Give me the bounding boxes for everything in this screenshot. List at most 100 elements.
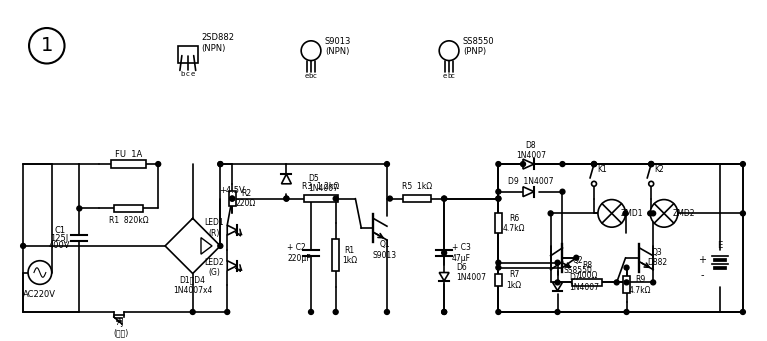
Text: + C3
47μF: + C3 47μF: [452, 243, 471, 263]
Circle shape: [29, 28, 64, 63]
Circle shape: [442, 250, 446, 255]
Circle shape: [624, 265, 629, 270]
Text: ZMD1: ZMD1: [621, 209, 643, 218]
Text: AJ
(试验): AJ (试验): [113, 318, 128, 338]
Text: + C2
220μF: + C2 220μF: [288, 243, 311, 263]
Text: LED1
(R): LED1 (R): [205, 219, 224, 238]
Circle shape: [598, 199, 626, 227]
Text: b: b: [309, 73, 313, 79]
Text: 2SD882
(NPN): 2SD882 (NPN): [202, 33, 235, 53]
Text: +4.5V: +4.5V: [219, 186, 245, 195]
Circle shape: [384, 162, 390, 166]
Text: R3  1.2kΩ: R3 1.2kΩ: [302, 182, 340, 191]
Bar: [114, 205, 143, 212]
Bar: [111, 160, 146, 168]
Text: D6
1N4007: D6 1N4007: [456, 263, 486, 282]
Bar: [623, 276, 630, 294]
Circle shape: [496, 162, 501, 166]
Text: e: e: [190, 71, 195, 77]
Bar: [403, 195, 430, 202]
Text: R6
4.7kΩ: R6 4.7kΩ: [503, 213, 525, 233]
Circle shape: [650, 211, 656, 216]
Circle shape: [21, 243, 25, 248]
Circle shape: [218, 162, 222, 166]
Bar: [572, 279, 602, 286]
Text: D9  1N4007: D9 1N4007: [509, 177, 554, 186]
Text: -: -: [701, 270, 704, 281]
Text: D1～D4
1N4007x4: D1～D4 1N4007x4: [173, 276, 212, 295]
Polygon shape: [523, 159, 534, 169]
Circle shape: [442, 196, 446, 201]
Text: 400V: 400V: [49, 241, 71, 250]
Text: Q2
SS8550: Q2 SS8550: [564, 256, 593, 275]
Circle shape: [156, 162, 160, 166]
Circle shape: [521, 162, 525, 166]
Circle shape: [623, 211, 628, 216]
Text: K1: K1: [597, 164, 607, 174]
Text: b: b: [447, 73, 451, 79]
Circle shape: [649, 181, 653, 186]
Circle shape: [591, 181, 597, 186]
Polygon shape: [439, 272, 449, 281]
Circle shape: [555, 280, 560, 285]
Circle shape: [190, 310, 195, 314]
Text: SS8550
(PNP): SS8550 (PNP): [463, 37, 495, 57]
Text: FU  1A: FU 1A: [115, 150, 142, 159]
Text: D5
1N4007: D5 1N4007: [308, 174, 338, 193]
Circle shape: [496, 196, 501, 201]
Polygon shape: [178, 46, 198, 62]
Text: R7
1kΩ: R7 1kΩ: [506, 270, 522, 290]
Circle shape: [496, 196, 501, 201]
Circle shape: [548, 211, 553, 216]
Text: R8
100Ω: R8 100Ω: [577, 261, 597, 280]
Circle shape: [496, 265, 501, 270]
Text: D8
1N4007: D8 1N4007: [516, 140, 546, 160]
Circle shape: [496, 310, 501, 314]
Text: LED2
(G): LED2 (G): [205, 258, 224, 277]
Circle shape: [333, 196, 338, 201]
Circle shape: [28, 261, 51, 284]
Text: ZMD2: ZMD2: [673, 209, 695, 218]
Bar: [332, 239, 339, 271]
Circle shape: [384, 310, 390, 314]
Text: R9
4.7kΩ: R9 4.7kΩ: [629, 275, 652, 295]
Circle shape: [225, 310, 229, 314]
Bar: [495, 274, 502, 286]
Circle shape: [301, 41, 321, 61]
Text: R1
1kΩ: R1 1kΩ: [342, 246, 357, 265]
Circle shape: [442, 196, 446, 201]
Circle shape: [555, 260, 560, 265]
Circle shape: [439, 41, 459, 61]
Circle shape: [387, 196, 393, 201]
Text: e: e: [305, 73, 309, 79]
Circle shape: [624, 280, 629, 285]
Circle shape: [591, 162, 597, 166]
Circle shape: [560, 162, 565, 166]
Circle shape: [284, 196, 289, 201]
Text: Q1
S9013: Q1 S9013: [373, 240, 397, 260]
Text: 125J: 125J: [51, 234, 69, 242]
Text: +: +: [699, 255, 706, 265]
Circle shape: [650, 280, 656, 285]
Circle shape: [284, 196, 289, 201]
Circle shape: [649, 162, 653, 166]
Polygon shape: [227, 261, 237, 270]
Text: C1: C1: [54, 226, 65, 235]
Text: 1: 1: [41, 36, 53, 55]
Circle shape: [308, 310, 314, 314]
Text: c: c: [451, 73, 455, 79]
Circle shape: [740, 310, 746, 314]
Circle shape: [218, 243, 222, 248]
Text: c: c: [313, 73, 317, 79]
Circle shape: [229, 196, 235, 201]
Circle shape: [740, 211, 746, 216]
Bar: [304, 195, 338, 202]
Circle shape: [614, 280, 619, 285]
Circle shape: [496, 260, 501, 265]
Circle shape: [218, 162, 222, 166]
Polygon shape: [227, 225, 237, 235]
Circle shape: [650, 199, 678, 227]
Text: c: c: [186, 71, 189, 77]
Text: K2: K2: [654, 164, 664, 174]
Text: S9013
(NPN): S9013 (NPN): [325, 37, 351, 57]
